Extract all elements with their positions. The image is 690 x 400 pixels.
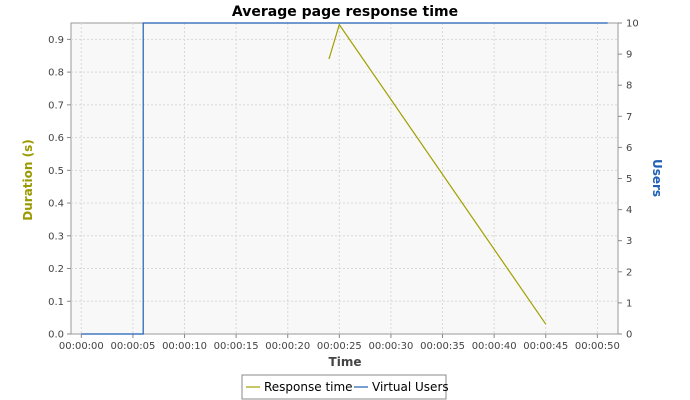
y2-axis-label: Users <box>650 159 664 197</box>
x-tick-label: 00:00:40 <box>472 341 517 352</box>
right-tick-label: 4 <box>626 205 632 216</box>
legend-box <box>241 374 447 400</box>
right-tick-label: 5 <box>626 174 632 185</box>
left-tick-label: 0.3 <box>48 231 64 242</box>
y-axis-label: Duration (s) <box>21 139 35 220</box>
legend-label-virtual-users: Virtual Users <box>372 380 449 394</box>
x-tick-label: 00:00:05 <box>110 341 155 352</box>
x-tick-label: 00:00:45 <box>523 341 568 352</box>
series-line-virtual-users <box>81 22 608 335</box>
left-axis-ticks: 0.0 0.1 0.2 0.3 0.4 0.5 0.6 0.7 0.8 0.9 <box>48 35 71 341</box>
right-tick-label: 10 <box>626 19 639 30</box>
left-tick-label: 0.9 <box>48 35 64 46</box>
left-tick-label: 0.5 <box>48 166 64 177</box>
left-tick-label: 0.6 <box>48 133 64 144</box>
left-tick-label: 0.4 <box>48 199 64 210</box>
x-tick-label: 00:00:00 <box>59 341 104 352</box>
x-tick-label: 00:00:15 <box>214 341 259 352</box>
series-lines <box>81 22 608 335</box>
chart-title: Average page response time <box>232 4 458 20</box>
right-axis-ticks: 0 1 2 3 4 5 6 7 8 9 10 <box>618 19 639 341</box>
legend-label-response-time: Response time <box>264 380 353 394</box>
right-tick-label: 6 <box>626 143 632 154</box>
plot-area <box>70 22 619 335</box>
x-axis-ticks: 00:00:00 00:00:05 00:00:10 00:00:15 00:00:20… <box>59 334 620 352</box>
legend: Response time Virtual Users <box>241 374 449 400</box>
left-tick-label: 0.1 <box>48 297 64 308</box>
series-line-response-time <box>328 23 547 325</box>
x-axis-label: Time <box>329 355 362 369</box>
left-tick-label: 0.7 <box>48 100 64 111</box>
x-tick-label: 00:00:50 <box>575 341 620 352</box>
right-tick-label: 7 <box>626 112 632 123</box>
left-tick-label: 0.8 <box>48 68 64 79</box>
x-tick-label: 00:00:20 <box>265 341 310 352</box>
x-tick-label: 00:00:25 <box>317 341 362 352</box>
x-tick-label: 00:00:35 <box>420 341 465 352</box>
right-tick-label: 2 <box>626 267 632 278</box>
right-tick-label: 9 <box>626 50 632 61</box>
x-tick-label: 00:00:10 <box>162 341 207 352</box>
grid-lines <box>71 23 618 334</box>
x-tick-label: 00:00:30 <box>368 341 413 352</box>
left-tick-label: 0.2 <box>48 264 64 275</box>
right-tick-label: 3 <box>626 236 632 247</box>
left-tick-label: 0.0 <box>48 330 64 341</box>
right-tick-label: 1 <box>626 298 632 309</box>
right-tick-label: 8 <box>626 81 632 92</box>
right-tick-label: 0 <box>626 330 632 341</box>
